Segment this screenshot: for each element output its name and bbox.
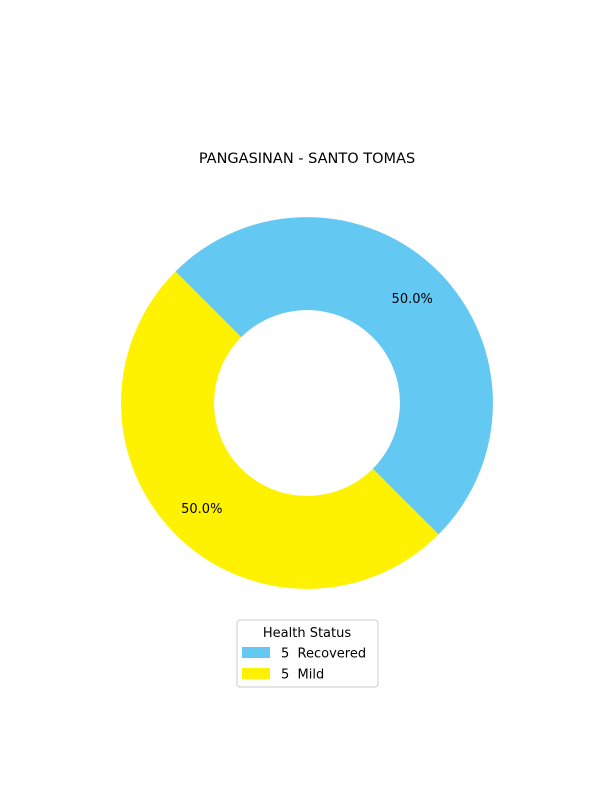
slice-2 bbox=[121, 271, 439, 589]
legend-label-1: 5 Recovered bbox=[281, 647, 366, 662]
legend: Health Status 5 Recovered 5 Mild bbox=[236, 619, 379, 688]
legend-box bbox=[236, 619, 379, 688]
slice-pct-label-1: 50.0% bbox=[392, 292, 433, 307]
slice-pct-label-2: 50.0% bbox=[181, 502, 222, 517]
slice-labels: 50.0% 50.0% bbox=[181, 292, 433, 517]
legend-swatch-2 bbox=[242, 668, 270, 679]
donut-slices bbox=[121, 217, 493, 589]
legend-swatch-1 bbox=[242, 647, 270, 658]
legend-label-2: 5 Mild bbox=[281, 668, 324, 683]
legend-items: 5 Recovered 5 Mild bbox=[242, 647, 366, 683]
legend-title: Health Status bbox=[263, 626, 351, 641]
slice-1 bbox=[175, 217, 493, 535]
chart-title: PANGASINAN - SANTO TOMAS bbox=[199, 151, 415, 167]
